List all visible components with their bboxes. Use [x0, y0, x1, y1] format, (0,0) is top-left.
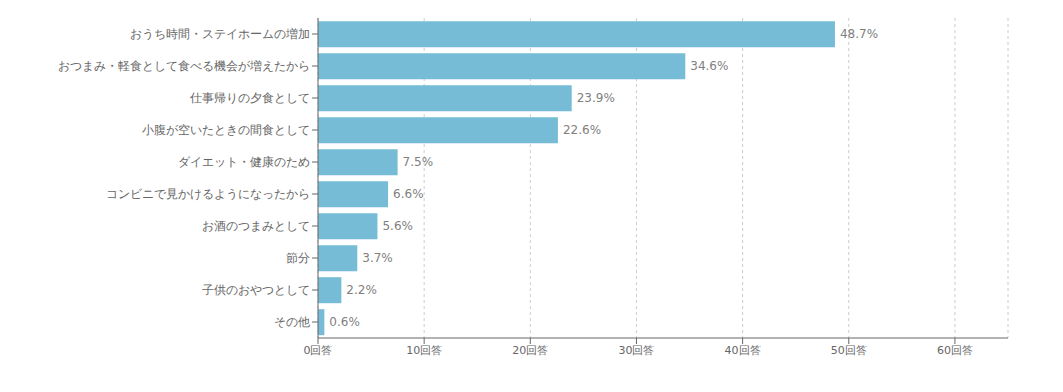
svg-text:子供のおやつとして: 子供のおやつとして [202, 283, 310, 297]
svg-text:節分: 節分 [286, 251, 310, 265]
svg-text:60回答: 60回答 [937, 344, 973, 357]
svg-text:その他: その他 [274, 315, 310, 329]
svg-text:30回答: 30回答 [618, 344, 654, 357]
svg-text:仕事帰りの夕食として: 仕事帰りの夕食として [189, 91, 310, 105]
svg-text:10回答: 10回答 [406, 344, 442, 357]
svg-text:50回答: 50回答 [831, 344, 867, 357]
svg-text:6.6%: 6.6% [393, 187, 424, 201]
svg-text:2.2%: 2.2% [346, 283, 377, 297]
svg-text:20回答: 20回答 [512, 344, 548, 357]
svg-text:0.6%: 0.6% [329, 315, 360, 329]
svg-text:48.7%: 48.7% [840, 27, 878, 41]
svg-text:おうち時間・ステイホームの増加: おうち時間・ステイホームの増加 [130, 27, 310, 41]
svg-text:7.5%: 7.5% [403, 155, 434, 169]
svg-text:34.6%: 34.6% [690, 59, 728, 73]
svg-text:ダイエット・健康のため: ダイエット・健康のため [178, 155, 310, 169]
svg-text:おつまみ・軽食として食べる機会が増えたから: おつまみ・軽食として食べる機会が増えたから [58, 59, 310, 73]
svg-text:0回答: 0回答 [304, 344, 333, 357]
svg-text:コンビニで見かけるようになったから: コンビニで見かけるようになったから [106, 187, 310, 201]
svg-text:お酒のつまみとして: お酒のつまみとして [202, 219, 310, 233]
svg-text:22.6%: 22.6% [563, 123, 601, 137]
svg-text:5.6%: 5.6% [382, 219, 413, 233]
svg-text:小腹が空いたときの間食として: 小腹が空いたときの間食として [142, 123, 310, 137]
svg-text:23.9%: 23.9% [577, 91, 615, 105]
svg-text:3.7%: 3.7% [362, 251, 393, 265]
svg-text:40回答: 40回答 [725, 344, 761, 357]
